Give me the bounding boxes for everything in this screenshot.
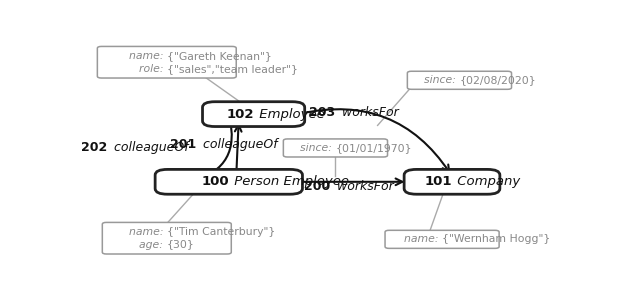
FancyBboxPatch shape [408,71,511,89]
FancyBboxPatch shape [202,102,305,127]
Text: {"Gareth Keenan"}: {"Gareth Keenan"} [167,51,271,61]
Text: since:: since: [300,143,335,153]
Text: role:: role: [139,64,167,74]
Text: 101: 101 [424,175,452,188]
Text: {30}: {30} [167,240,195,250]
Text: {"Tim Canterbury"}: {"Tim Canterbury"} [167,227,275,237]
Text: 100: 100 [201,175,229,188]
Text: Employee: Employee [255,108,325,121]
Text: since:: since: [424,75,460,85]
Text: 102: 102 [226,108,253,121]
Text: 200: 200 [304,180,330,193]
Text: 202: 202 [81,142,108,154]
Text: worksFor: worksFor [338,106,399,120]
Text: {"sales","team leader"}: {"sales","team leader"} [167,64,298,74]
Text: {02/08/2020}: {02/08/2020} [460,75,536,85]
FancyBboxPatch shape [404,169,500,194]
Text: colleagueOf: colleagueOf [110,142,188,154]
Text: Company: Company [454,175,521,188]
Text: name:: name: [129,51,167,61]
Text: colleagueOf: colleagueOf [199,138,278,151]
FancyBboxPatch shape [385,230,499,248]
FancyBboxPatch shape [97,47,236,78]
Text: 203: 203 [309,106,335,120]
Text: name:: name: [404,234,442,244]
Text: Person Employee: Person Employee [230,175,349,188]
Text: worksFor: worksFor [333,180,394,193]
Text: age:: age: [140,240,167,250]
Text: 201: 201 [170,138,196,151]
FancyBboxPatch shape [155,169,303,194]
FancyBboxPatch shape [284,139,388,157]
Text: name:: name: [129,227,167,237]
Text: {01/01/1970}: {01/01/1970} [335,143,412,153]
FancyBboxPatch shape [102,222,231,254]
Text: {"Wernham Hogg"}: {"Wernham Hogg"} [442,234,550,244]
